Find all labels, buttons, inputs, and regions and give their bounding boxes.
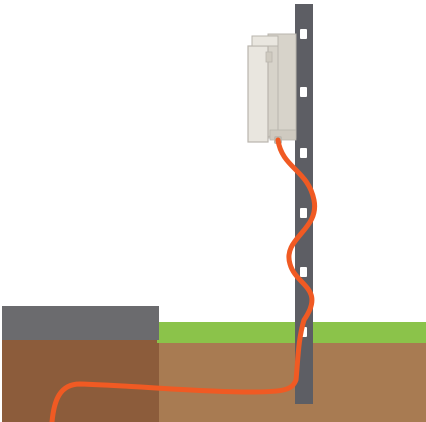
soil-light-area xyxy=(157,343,426,422)
grass-strip xyxy=(157,322,426,343)
post-bar xyxy=(295,4,313,404)
post-hole xyxy=(300,29,307,39)
cable xyxy=(49,137,318,422)
enclosure-box xyxy=(247,33,297,144)
pavement-slab xyxy=(2,306,159,340)
enclosure-lid-edge xyxy=(251,35,279,47)
post-hole xyxy=(300,148,307,158)
post-hole xyxy=(300,87,307,97)
enclosure-hinge xyxy=(265,51,273,63)
post-hole xyxy=(300,267,307,277)
enclosure-front xyxy=(247,45,269,143)
enclosure-clamp xyxy=(269,129,297,141)
soil-dark-area xyxy=(2,340,159,422)
post-hole xyxy=(300,208,307,218)
